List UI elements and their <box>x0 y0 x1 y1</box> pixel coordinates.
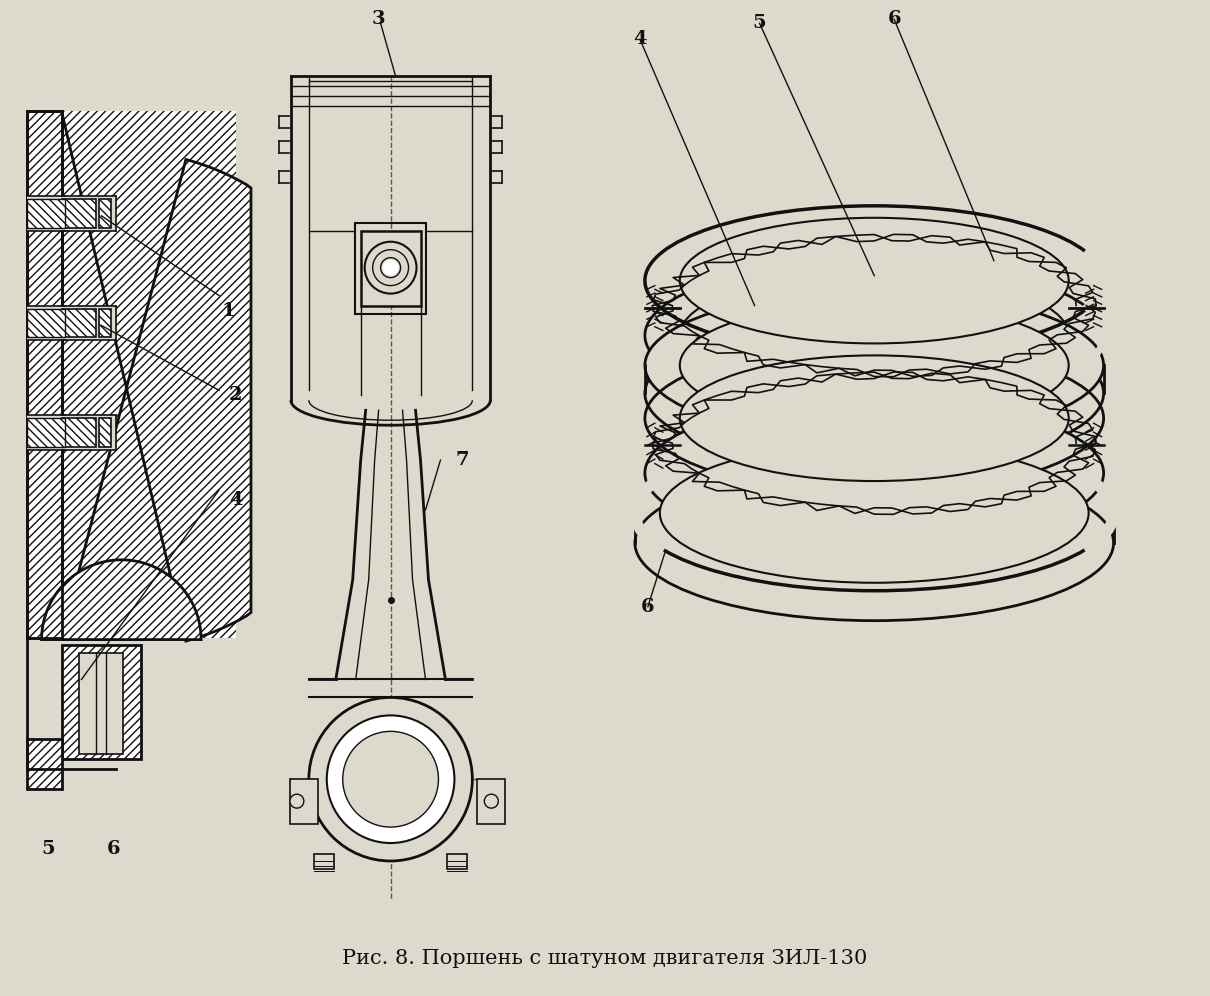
Bar <box>99 199 111 228</box>
Ellipse shape <box>652 293 1096 438</box>
Text: Рис. 8. Поршень с шатуном двигателя ЗИЛ-130: Рис. 8. Поршень с шатуном двигателя ЗИЛ-… <box>342 949 868 968</box>
Bar <box>478 779 506 824</box>
Ellipse shape <box>680 356 1068 481</box>
Bar <box>27 415 62 450</box>
Circle shape <box>327 715 455 843</box>
Bar <box>361 231 421 306</box>
Ellipse shape <box>680 273 1068 398</box>
Text: 6: 6 <box>641 598 655 616</box>
Polygon shape <box>41 560 201 639</box>
Bar <box>99 418 111 447</box>
Bar <box>27 306 62 341</box>
Bar <box>290 779 318 824</box>
Ellipse shape <box>635 465 1113 621</box>
Bar <box>27 199 64 228</box>
Circle shape <box>484 794 499 808</box>
Text: 3: 3 <box>371 10 386 28</box>
Text: 2: 2 <box>229 386 242 404</box>
Ellipse shape <box>680 218 1068 344</box>
Bar <box>62 196 116 231</box>
Text: 4: 4 <box>633 30 646 48</box>
Bar <box>62 112 236 637</box>
Bar <box>27 196 62 231</box>
Bar <box>62 199 97 228</box>
Polygon shape <box>62 112 250 641</box>
Text: 6: 6 <box>887 10 901 28</box>
Circle shape <box>342 731 438 827</box>
Ellipse shape <box>680 303 1068 428</box>
Text: 7: 7 <box>455 451 469 469</box>
Circle shape <box>309 697 472 861</box>
Bar <box>62 418 97 447</box>
Ellipse shape <box>645 319 1104 468</box>
Text: 1: 1 <box>221 302 235 320</box>
Ellipse shape <box>645 398 1104 548</box>
Bar <box>27 418 64 447</box>
Text: 5: 5 <box>41 840 56 858</box>
Bar <box>80 652 123 754</box>
Ellipse shape <box>645 291 1104 440</box>
Ellipse shape <box>645 261 1104 410</box>
Text: 6: 6 <box>106 840 120 858</box>
Bar <box>62 309 97 338</box>
Circle shape <box>382 260 398 276</box>
Circle shape <box>364 242 416 294</box>
Bar <box>27 309 64 338</box>
Bar <box>99 309 111 338</box>
Bar <box>62 415 116 450</box>
Circle shape <box>290 794 304 808</box>
Bar <box>355 223 426 314</box>
Bar <box>62 644 142 759</box>
Bar <box>313 854 334 869</box>
Bar <box>27 112 62 637</box>
Bar <box>62 306 116 341</box>
Bar <box>448 854 467 869</box>
Text: 4: 4 <box>229 491 242 509</box>
Ellipse shape <box>659 443 1089 583</box>
Bar <box>27 739 62 789</box>
Text: 5: 5 <box>753 14 766 32</box>
